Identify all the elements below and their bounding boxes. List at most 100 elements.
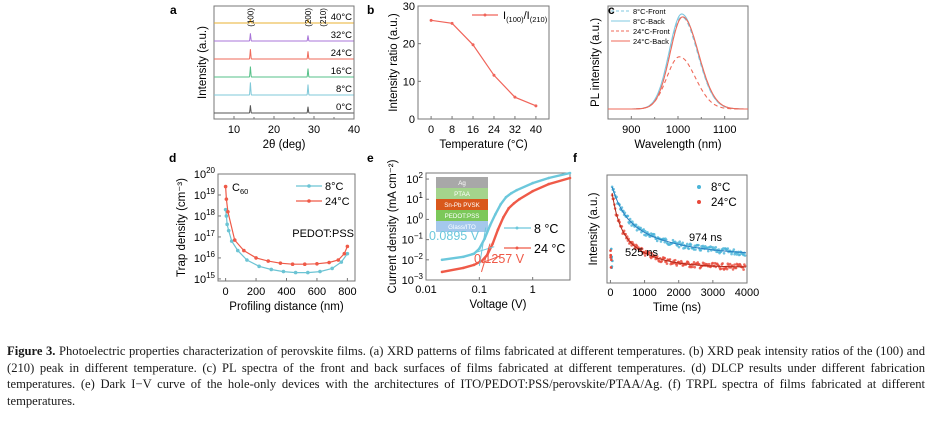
annotation-525ns: 525 ns xyxy=(625,247,659,259)
data-point xyxy=(707,262,711,266)
data-point xyxy=(245,258,249,262)
data-point xyxy=(639,226,642,230)
data-point xyxy=(642,228,645,231)
data-point xyxy=(622,229,626,233)
data-point xyxy=(712,246,715,249)
y-tick-label: 1015 xyxy=(194,271,216,286)
data-point xyxy=(731,264,734,267)
panel-label-b: b xyxy=(367,3,374,17)
caption-label: Figure 3. xyxy=(7,344,56,358)
data-point xyxy=(671,238,675,242)
data-point xyxy=(512,201,516,205)
x-tick-label: 1000 xyxy=(666,124,690,136)
xrd-series-3 xyxy=(214,49,354,60)
legend-marker xyxy=(697,185,701,189)
data-point xyxy=(492,73,496,77)
x-tick-label: 0 xyxy=(428,124,434,136)
x-axis-label: Time (ns) xyxy=(653,302,701,314)
xrd-series-0 xyxy=(214,105,354,114)
xrd-series-4 xyxy=(214,33,354,42)
plot-frame xyxy=(417,5,550,120)
data-point xyxy=(235,248,240,253)
x-tick-label: 800 xyxy=(338,286,356,298)
data-point xyxy=(290,262,295,267)
y-tick-label: 102 xyxy=(406,171,423,186)
data-point xyxy=(694,248,697,251)
data-point xyxy=(471,43,475,47)
legend-label: 24°C xyxy=(711,197,737,209)
data-point xyxy=(721,262,724,265)
x-axis-label: Voltage (V) xyxy=(470,299,527,311)
x-tick-label: 1 xyxy=(530,284,536,296)
y-axis-label: Current density (mA cm⁻²) xyxy=(387,159,399,293)
data-point xyxy=(547,176,550,180)
annotation-c60: C60 xyxy=(232,182,248,196)
panel-label-d: d xyxy=(169,151,176,165)
inset-layer xyxy=(436,210,488,221)
data-point xyxy=(743,254,747,257)
x-tick-label: 4000 xyxy=(735,287,759,299)
series-label: 16°C xyxy=(331,66,352,77)
panel-e-iv: 0.01 0.1 1 10−3 10−2 10−1 100 101 102 Voltage (V)… xyxy=(387,159,572,311)
annotation-974ns: 974 ns xyxy=(689,232,723,244)
data-point xyxy=(689,243,693,247)
data-point xyxy=(491,242,494,245)
x-axis-label: 2θ (deg) xyxy=(263,139,306,151)
data-point xyxy=(644,234,648,237)
data-point xyxy=(725,267,729,271)
inset-layer xyxy=(436,199,488,210)
data-point xyxy=(534,104,538,108)
annotation-pedot: PEDOT:PSS xyxy=(292,228,354,240)
legend-marker xyxy=(307,184,311,188)
data-point xyxy=(488,224,492,227)
data-point xyxy=(224,197,229,201)
data-point xyxy=(663,240,667,244)
data-point xyxy=(609,253,612,257)
panel-label-c: c xyxy=(608,3,615,17)
legend-label: 24°C-Back xyxy=(633,37,669,46)
y-tick-label: 10−3 xyxy=(402,272,424,287)
data-point xyxy=(242,248,246,253)
data-point xyxy=(719,267,723,270)
data-point xyxy=(663,256,667,260)
data-point xyxy=(345,244,350,249)
legend-label: 24 °C xyxy=(534,242,565,256)
data-point xyxy=(336,258,341,262)
data-point xyxy=(659,240,663,243)
data-point xyxy=(281,269,286,274)
data-point xyxy=(345,251,350,256)
data-point xyxy=(609,256,612,259)
data-point xyxy=(697,243,700,247)
x-tick-label: 1100 xyxy=(713,124,737,136)
y-axis-label: Intensity (a.u.) xyxy=(588,192,600,265)
data-point xyxy=(635,229,639,232)
data-point xyxy=(226,209,230,214)
data-point xyxy=(568,176,572,180)
legend-label: 8°C xyxy=(325,181,344,193)
data-point xyxy=(339,260,344,264)
data-point xyxy=(440,258,444,262)
data-point xyxy=(733,263,736,266)
y-axis-label: Trap density (cm⁻³) xyxy=(176,178,188,277)
x-tick-label: 200 xyxy=(247,286,265,298)
data-point xyxy=(496,228,500,231)
x-tick-label: 1000 xyxy=(632,287,656,299)
x-tick-label: 24 xyxy=(488,124,500,136)
y-tick-label: 101 xyxy=(406,191,423,206)
data-point xyxy=(609,266,613,269)
data-point xyxy=(223,184,228,189)
legend-marker xyxy=(515,246,519,250)
data-point xyxy=(630,224,633,227)
x-tick-label: 0 xyxy=(607,287,613,299)
legend-marker xyxy=(307,199,311,203)
series-label: 40°C xyxy=(331,12,352,23)
data-point xyxy=(742,268,745,271)
y-tick-label: 1019 xyxy=(194,187,216,202)
y-tick-label: 20 xyxy=(403,39,415,51)
data-point xyxy=(510,191,513,195)
x-tick-label: 40 xyxy=(530,124,542,136)
data-point xyxy=(685,242,689,246)
y-axis-label: Intensity (a.u.) xyxy=(197,26,209,99)
inset-layer xyxy=(436,188,488,199)
